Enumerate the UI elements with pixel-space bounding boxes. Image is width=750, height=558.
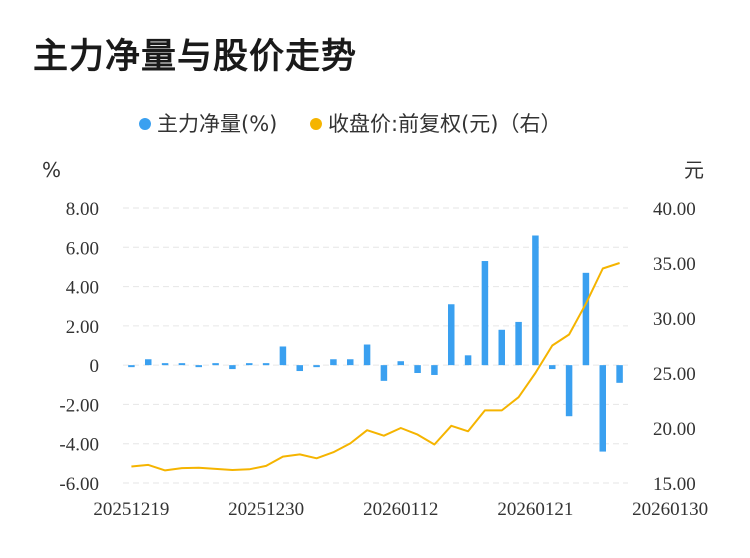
legend-label-net-flow: 主力净量(%) — [157, 112, 277, 136]
legend-label-close-price: 收盘价:前复权(元)（右） — [328, 112, 561, 136]
left-tick-label: -6.00 — [59, 474, 99, 495]
net-flow-bar — [431, 365, 438, 375]
net-flow-bar — [313, 365, 320, 368]
net-flow-bar — [481, 261, 489, 366]
net-flow-bar — [178, 363, 186, 366]
left-tick-label: 6.00 — [66, 238, 99, 259]
left-tick-label: 8.00 — [66, 199, 99, 220]
net-flow-bar — [195, 365, 202, 368]
left-axis-ticks: 8.00 6.00 4.00 2.00 0 -2.00 -4.00 -6.00 — [59, 199, 99, 495]
net-flow-bar — [279, 346, 287, 366]
right-tick-label: 25.00 — [653, 364, 696, 385]
net-flow-bar — [347, 359, 354, 366]
grid-lines — [123, 207, 628, 484]
net-flow-bar — [464, 355, 472, 366]
right-tick-label: 30.00 — [653, 309, 696, 330]
net-flow-bar — [262, 363, 270, 366]
net-flow-bar — [296, 365, 303, 372]
x-tick-label: 20260121 — [497, 499, 573, 520]
left-tick-label: 2.00 — [66, 317, 99, 338]
left-tick-label: 4.00 — [66, 278, 99, 299]
net-flow-bar — [498, 329, 505, 366]
chart-title: 主力净量与股价走势 — [33, 37, 358, 77]
net-flow-bar — [599, 365, 606, 452]
net-flow-bars — [128, 235, 623, 452]
right-tick-label: 35.00 — [653, 254, 696, 275]
net-flow-bar — [515, 321, 522, 366]
x-tick-label: 20251230 — [228, 499, 304, 520]
x-tick-label: 20260112 — [363, 499, 438, 520]
net-flow-bar — [380, 365, 388, 381]
net-flow-bar — [145, 359, 152, 366]
left-axis-unit: % — [42, 158, 61, 182]
net-flow-bar — [330, 359, 337, 366]
close-price-line-group — [131, 262, 620, 472]
x-axis-ticks: 20251219 20251230 20260112 20260121 20260130 — [93, 499, 708, 520]
net-flow-bar — [363, 344, 371, 366]
net-flow-bar — [549, 365, 556, 370]
net-flow-bar — [397, 361, 404, 366]
net-flow-bar — [212, 363, 219, 366]
close-price-line — [131, 262, 620, 472]
x-tick-label: 20251219 — [93, 499, 169, 520]
net-flow-bar — [246, 363, 253, 366]
x-tick-label: 20260130 — [632, 499, 708, 520]
net-flow-bar — [229, 365, 236, 370]
right-tick-label: 15.00 — [653, 474, 696, 495]
net-flow-bar — [414, 365, 421, 373]
legend: 主力净量(%) 收盘价:前复权(元)（右） — [139, 112, 561, 136]
legend-marker-net-flow — [139, 118, 151, 130]
right-axis-unit: 元 — [684, 158, 704, 182]
right-tick-label: 20.00 — [653, 419, 696, 440]
net-flow-bar — [565, 365, 573, 417]
left-tick-label: -2.00 — [59, 395, 99, 416]
net-flow-bar — [448, 304, 455, 366]
legend-marker-close-price — [310, 118, 322, 130]
net-flow-bar — [532, 235, 539, 366]
left-tick-label: 0 — [90, 356, 100, 377]
net-flow-bar — [128, 365, 135, 368]
net-flow-bar — [582, 272, 590, 366]
left-tick-label: -4.00 — [59, 435, 99, 456]
right-tick-label: 40.00 — [653, 199, 696, 220]
right-axis-ticks: 40.00 35.00 30.00 25.00 20.00 15.00 — [653, 199, 696, 495]
net-flow-bar — [616, 365, 623, 383]
net-flow-bar — [161, 363, 169, 366]
